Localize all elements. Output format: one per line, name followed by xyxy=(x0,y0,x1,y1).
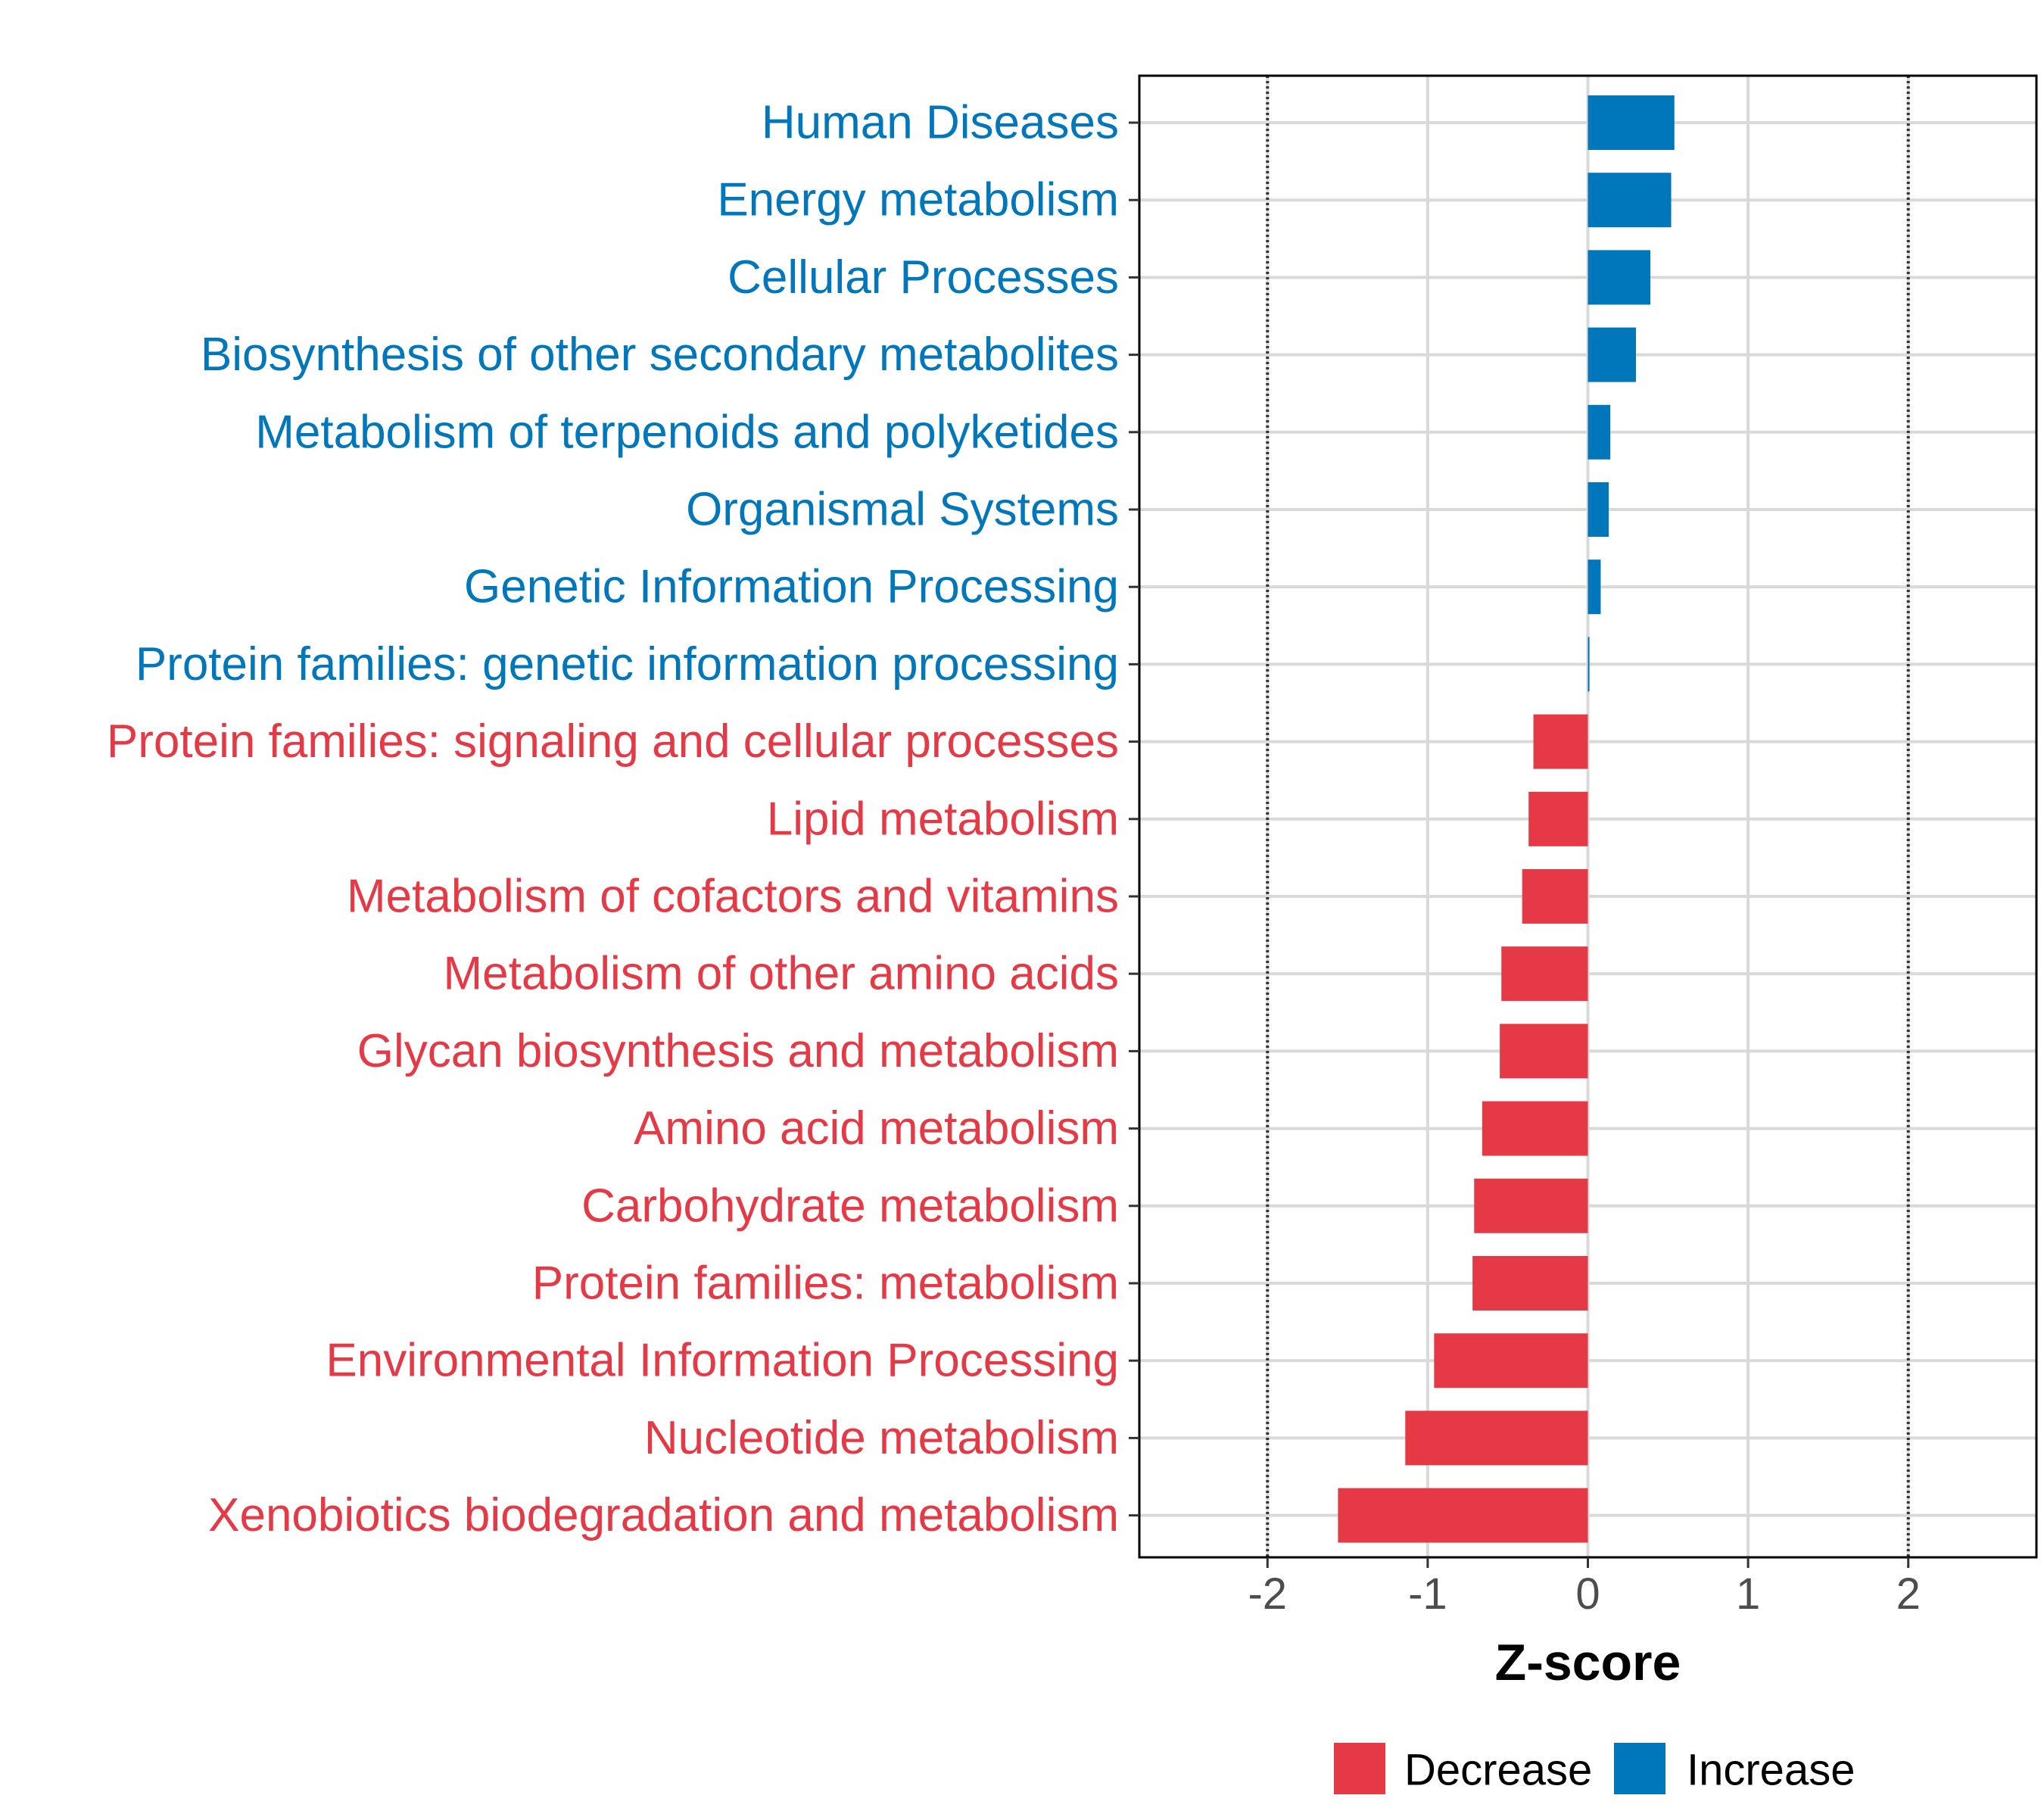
category-labels: Human Diseases Energy metabolism Cellular … xyxy=(107,97,1119,1542)
bar-13 xyxy=(1500,1024,1588,1079)
x-axis-title: Z-score xyxy=(1495,1634,1681,1691)
category-label: Protein families: metabolism xyxy=(532,1258,1119,1310)
x-axis-ticks: -2 -1 0 1 2 xyxy=(1248,1557,1921,1619)
bar-3 xyxy=(1588,250,1651,305)
bar-12 xyxy=(1501,946,1588,1002)
category-label: Protein families: signaling and cellular… xyxy=(107,715,1119,768)
bar-10 xyxy=(1528,791,1588,846)
category-label: Xenobiotics biodegradation and metabolis… xyxy=(208,1489,1119,1541)
category-label: Human Diseases xyxy=(762,97,1119,149)
bar-11 xyxy=(1522,869,1588,924)
category-label: Organismal Systems xyxy=(686,484,1119,536)
category-label: Protein families: genetic information pr… xyxy=(136,638,1119,690)
bar-9 xyxy=(1533,714,1588,769)
bar-16 xyxy=(1472,1256,1588,1311)
category-label: Lipid metabolism xyxy=(767,793,1119,845)
bar-5 xyxy=(1588,404,1611,460)
category-label: Metabolism of terpenoids and polyketides xyxy=(255,406,1119,458)
legend-label-increase: Increase xyxy=(1687,1746,1855,1795)
category-label: Metabolism of cofactors and vitamins xyxy=(347,871,1119,923)
bar-14 xyxy=(1482,1101,1588,1156)
bar-7 xyxy=(1588,559,1601,615)
bar-2 xyxy=(1588,173,1672,228)
x-tick-label: 1 xyxy=(1736,1569,1760,1619)
legend: Decrease Increase xyxy=(1334,1743,1855,1795)
x-tick-label: 0 xyxy=(1575,1569,1600,1619)
x-tick-label: -1 xyxy=(1408,1569,1447,1619)
legend-swatch-increase xyxy=(1614,1743,1665,1794)
bar-4 xyxy=(1588,327,1636,382)
bar-6 xyxy=(1588,482,1609,537)
legend-label-decrease: Decrease xyxy=(1404,1746,1592,1795)
y-axis-ticks xyxy=(1129,121,1139,1517)
category-label: Glycan biosynthesis and metabolism xyxy=(357,1025,1119,1077)
bar-19 xyxy=(1338,1488,1588,1543)
x-tick-label: -2 xyxy=(1248,1569,1287,1619)
bar-17 xyxy=(1434,1333,1588,1388)
bar-8 xyxy=(1588,637,1590,692)
legend-swatch-decrease xyxy=(1334,1743,1385,1794)
category-label: Biosynthesis of other secondary metaboli… xyxy=(201,329,1119,381)
category-label: Energy metabolism xyxy=(717,174,1119,226)
category-label: Environmental Information Processing xyxy=(326,1335,1119,1387)
category-label: Carbohydrate metabolism xyxy=(581,1180,1119,1232)
category-label: Nucleotide metabolism xyxy=(644,1412,1119,1464)
category-label: Genetic Information Processing xyxy=(464,561,1119,613)
category-label: Cellular Processes xyxy=(728,251,1119,304)
x-tick-label: 2 xyxy=(1896,1569,1921,1619)
bar-1 xyxy=(1588,95,1675,150)
bars xyxy=(1338,95,1675,1543)
bar-18 xyxy=(1405,1410,1588,1466)
category-label: Metabolism of other amino acids xyxy=(443,948,1119,1000)
category-label: Amino acid metabolism xyxy=(634,1102,1119,1155)
bar-15 xyxy=(1474,1178,1588,1233)
